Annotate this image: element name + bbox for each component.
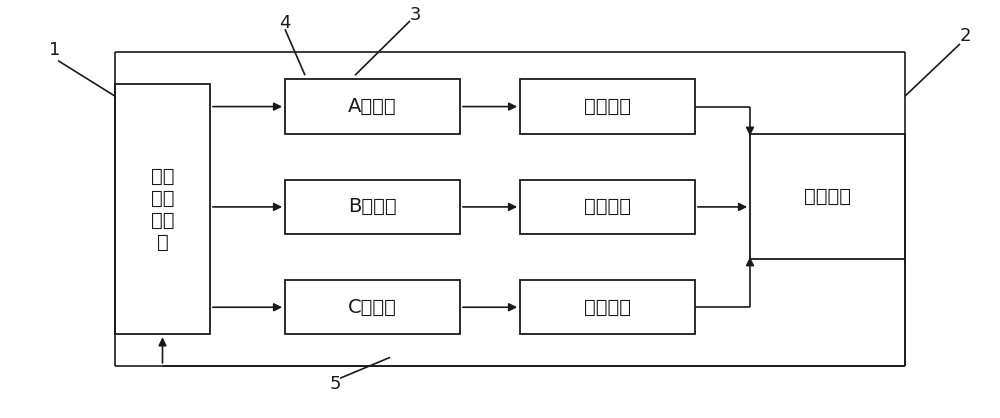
FancyBboxPatch shape <box>520 79 695 134</box>
Text: A相电缆: A相电缆 <box>348 97 397 116</box>
Text: 4: 4 <box>279 14 291 32</box>
Text: 声音信号: 声音信号 <box>584 197 631 217</box>
Text: 3: 3 <box>409 5 421 24</box>
Text: 寻相装置: 寻相装置 <box>804 187 851 206</box>
Text: 声音信号: 声音信号 <box>584 298 631 317</box>
Text: 1: 1 <box>49 41 61 59</box>
Text: 2: 2 <box>959 26 971 45</box>
FancyBboxPatch shape <box>285 280 460 334</box>
FancyBboxPatch shape <box>520 180 695 234</box>
FancyBboxPatch shape <box>520 280 695 334</box>
FancyBboxPatch shape <box>115 84 210 334</box>
FancyBboxPatch shape <box>750 134 905 259</box>
FancyBboxPatch shape <box>285 79 460 134</box>
Text: 声音信号: 声音信号 <box>584 97 631 116</box>
Text: B相电缆: B相电缆 <box>348 197 397 217</box>
FancyBboxPatch shape <box>285 180 460 234</box>
Text: 5: 5 <box>329 375 341 393</box>
Text: C相电缆: C相电缆 <box>348 298 397 317</box>
Text: 信号
震荡
发射
器: 信号 震荡 发射 器 <box>151 166 174 252</box>
